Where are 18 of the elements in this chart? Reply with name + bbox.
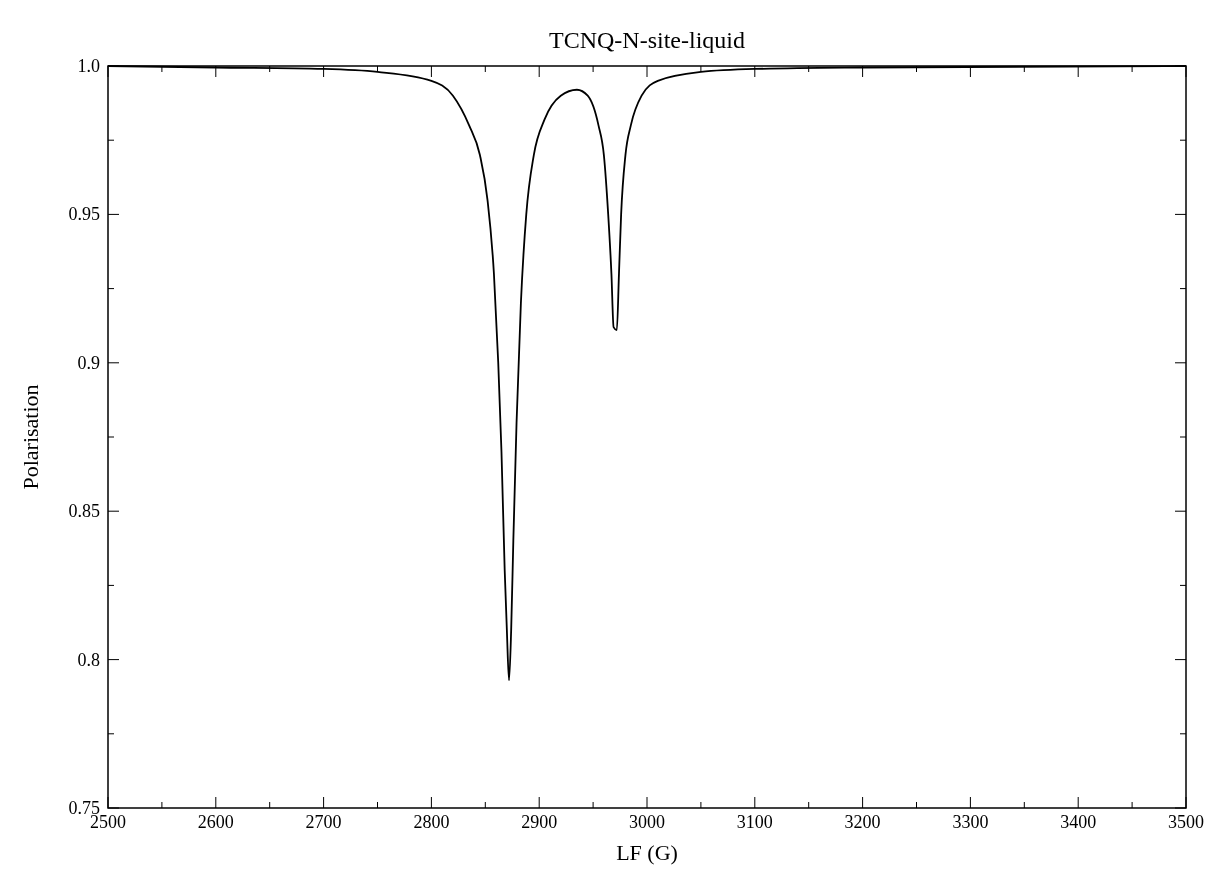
- y-tick-label: 0.9: [77, 352, 100, 373]
- x-tick-label: 2900: [521, 812, 558, 832]
- y-tick-label: 0.8: [77, 649, 100, 670]
- y-axis-title: Polarisation: [18, 384, 43, 490]
- y-tick-label: 0.95: [68, 204, 100, 225]
- x-tick-label: 3400: [1060, 812, 1097, 832]
- x-tick-label: 3500: [1168, 812, 1204, 832]
- y-tick-label: 0.85: [68, 501, 100, 522]
- x-tick-label: 2800: [413, 812, 450, 832]
- y-tick-label: 1.0: [77, 56, 100, 76]
- x-tick-label: 2600: [197, 812, 234, 832]
- x-tick-label: 3000: [629, 812, 665, 832]
- x-axis-title: LF (G): [616, 840, 678, 865]
- x-tick-label: 2700: [305, 812, 342, 832]
- chart-title: TCNQ-N-site-liquid: [549, 27, 745, 53]
- x-tick-label: 3200: [844, 812, 881, 832]
- x-tick-label: 3300: [952, 812, 989, 832]
- x-tick-label: 3100: [736, 812, 773, 832]
